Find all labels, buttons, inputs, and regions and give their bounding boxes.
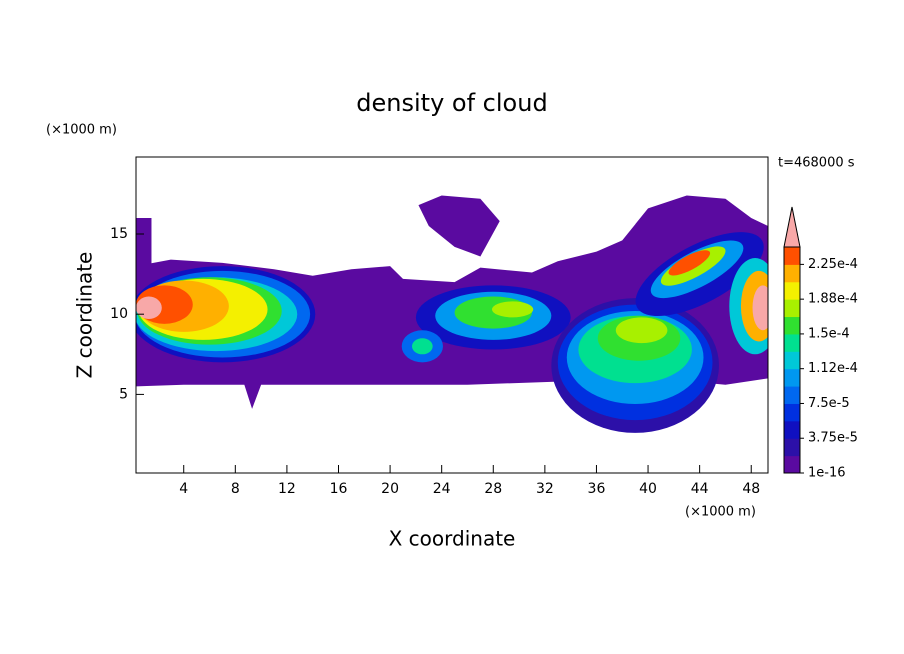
colorbar-label: 1e-16 (808, 466, 846, 481)
colorbar-label: 1.88e-4 (808, 292, 858, 307)
contour-region (412, 338, 433, 355)
colorbar-band (784, 368, 800, 387)
contour-region (491, 301, 534, 318)
x-axis-label: X coordinate (389, 527, 516, 551)
contour-region (752, 285, 768, 331)
x-tick-label: 32 (536, 481, 554, 497)
time-annotation: t=468000 s (778, 156, 855, 171)
y-axis-label: Z coordinate (73, 252, 97, 379)
colorbar-band (784, 455, 800, 474)
x-tick-label: 28 (484, 481, 502, 497)
contour-region (136, 296, 162, 320)
colorbar-extension (783, 206, 801, 248)
y-tick-label: 5 (119, 386, 128, 402)
x-tick-label: 12 (278, 481, 296, 497)
x-unit: (×1000 m) (685, 505, 756, 520)
x-tick-label: 40 (639, 481, 657, 497)
x-tick-label: 8 (231, 481, 240, 497)
colorbar-frame (783, 246, 801, 474)
y-tick-label: 10 (110, 306, 128, 322)
colorbar-label: 3.75e-5 (808, 431, 858, 446)
colorbar-band (784, 420, 800, 439)
y-unit: (×1000 m) (46, 123, 117, 138)
colorbar-band (784, 281, 800, 300)
plot-frame (135, 156, 769, 474)
x-tick-label: 36 (588, 481, 606, 497)
colorbar-band (784, 403, 800, 422)
x-tick-label: 44 (691, 481, 709, 497)
colorbar-band (784, 247, 800, 265)
colorbar-band (784, 264, 800, 283)
colorbar-band (784, 438, 800, 457)
chart-title: density of cloud (356, 89, 547, 117)
colorbar-band (784, 351, 800, 370)
x-tick-label: 24 (433, 481, 451, 497)
colorbar-label: 1.5e-4 (808, 326, 850, 341)
contour-region (418, 195, 500, 257)
contour-field (136, 195, 768, 433)
colorbar-band (784, 333, 800, 352)
x-tick-label: 20 (381, 481, 399, 497)
contour-region (668, 250, 711, 276)
x-tick-label: 4 (179, 481, 188, 497)
x-tick-label: 48 (742, 481, 760, 497)
colorbar-label: 1.12e-4 (808, 361, 858, 376)
x-tick-label: 16 (330, 481, 348, 497)
contour-region (136, 217, 152, 267)
contour-region (615, 317, 668, 344)
colorbar-label: 7.5e-5 (808, 396, 850, 411)
colorbar-band (784, 299, 800, 318)
colorbar-band (784, 386, 800, 404)
colorbar-label: 2.25e-4 (808, 257, 858, 272)
colorbar-band (784, 316, 800, 335)
y-tick-label: 15 (110, 226, 128, 242)
